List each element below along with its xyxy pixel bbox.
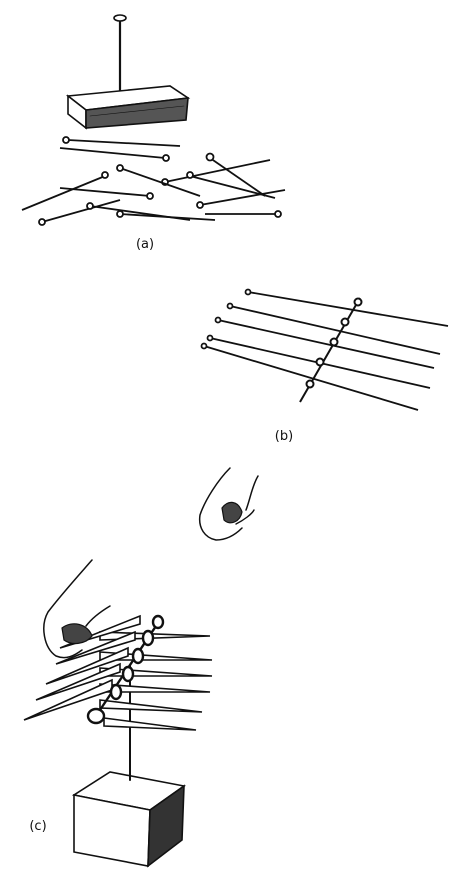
hanging-nails-left (23, 614, 141, 721)
hanging-nails (99, 631, 213, 731)
panel-c: (c) (23, 559, 213, 868)
panel-b: (b) (200, 288, 449, 444)
wooden-block (65, 85, 191, 130)
panel-b-label: (b) (275, 429, 293, 444)
panel-c-label: (c) (29, 819, 46, 834)
loose-nails (21, 136, 286, 226)
holding-hand (43, 559, 111, 659)
parallel-nails (200, 288, 449, 411)
crossing-nail (299, 297, 363, 403)
top-nail (86, 614, 165, 725)
vertical-nail (113, 14, 127, 98)
panel-a: (a) (21, 14, 286, 252)
panel-a-label: (a) (136, 237, 154, 252)
base-block (71, 771, 187, 868)
pinching-hand (198, 467, 259, 541)
